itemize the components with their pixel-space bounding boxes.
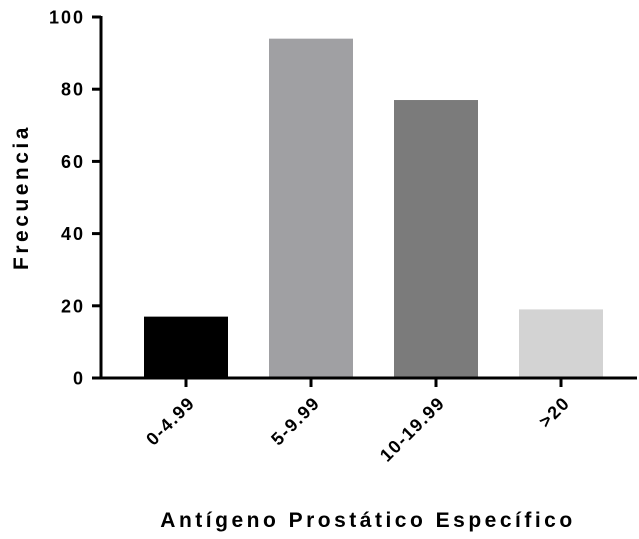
bar [144,316,228,378]
x-tick-label: >20 [535,393,574,432]
x-tick-label: 0-4.99 [142,393,199,450]
bar [269,38,353,378]
y-axis-ticks: 0 20 40 60 80 100 [49,8,101,389]
x-axis-ticks: 0-4.99 5-9.99 10-19.99 >20 [142,378,574,466]
bar [394,100,478,378]
y-tick-label: 60 [61,152,85,172]
y-tick-label: 0 [73,369,85,389]
x-tick-label: 10-19.99 [376,393,449,466]
x-axis-title: Antígeno Prostático Específico [160,509,575,532]
x-tick-label: 5-9.99 [267,393,324,450]
y-tick-label: 40 [61,224,85,244]
bar [519,309,603,378]
y-tick-label: 80 [61,80,85,100]
y-tick-label: 20 [61,296,85,316]
y-axis-title: Frecuencia [10,124,33,270]
bars [144,38,603,378]
y-tick-label: 100 [49,8,85,28]
